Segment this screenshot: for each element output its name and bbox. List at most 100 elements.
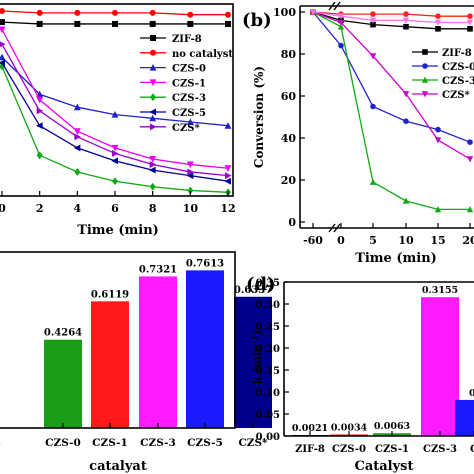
- panel-d-y-axis-label-end: ): [251, 330, 264, 335]
- panel-b-data-point: [337, 19, 345, 26]
- panel-b-y-tick-label: 40: [281, 132, 297, 145]
- panel-b-series-line: [312, 11, 471, 160]
- panel-a-data-point: [149, 20, 156, 27]
- panel-b-legend-marker: [422, 63, 428, 69]
- panel-b-y-axis-label: Conversion (%): [252, 66, 266, 168]
- panel-b-data-point: [402, 91, 410, 98]
- panel-a-legend-marker: [150, 123, 157, 131]
- panel-b-series-line: [312, 11, 470, 211]
- panel-b-data-point: [370, 11, 376, 17]
- panel-d-y-tick-label: 0.10: [256, 388, 280, 399]
- panel-a-data-point: [186, 161, 194, 169]
- panel-c-x-tick-label: CZS*: [238, 437, 268, 449]
- panel-d-bar-value-label: 0.0063: [374, 421, 410, 432]
- panel-d-x-tick-label: CZS-1: [375, 444, 409, 455]
- panel-b-legend-label: CZS*: [442, 90, 470, 101]
- panel-d-y-tick-label: 0.35: [256, 278, 280, 289]
- panel-a-data-point: [149, 114, 157, 122]
- panel-a-data-point: [187, 20, 194, 27]
- panel-b-legend-label: CZS-3: [442, 76, 474, 87]
- panel-a-data-point: [187, 186, 194, 195]
- panel-b-x-tick-label: 5: [369, 234, 377, 247]
- panel-a-data-point: [0, 26, 6, 34]
- panel-b-x-tick-label: 10: [398, 234, 414, 247]
- panel-a-x-tick-label: 10: [183, 202, 199, 215]
- panel-b-x-tick-label: 15: [430, 234, 445, 247]
- panel-b-y-tick-label: 60: [281, 90, 297, 103]
- panel-d-y-tick-label: 0.25: [256, 322, 280, 333]
- panel-b-legend-label: CZS-0: [442, 62, 474, 73]
- panel-d-bar: [421, 297, 459, 436]
- panel-a-data-point: [225, 20, 231, 27]
- panel-a-data-point: [186, 118, 194, 125]
- panel-a-data-point: [149, 161, 157, 168]
- panel-b-legend-label: ZIF-8: [442, 48, 472, 59]
- panel-a-data-point: [149, 166, 156, 174]
- panel-a-data-point: [187, 168, 194, 176]
- panel-a-legend-marker: [149, 108, 156, 116]
- panel-b-data-point: [370, 21, 376, 28]
- panel-b-y-ticks: 0 20 40 60 80 100: [273, 6, 305, 229]
- panel-b-data-point: [466, 156, 474, 163]
- panel-d-x-tick-label: CZS-3: [423, 444, 457, 455]
- panel-b-data-point: [434, 137, 442, 144]
- panel-a-legend-marker: [150, 49, 156, 56]
- panel-c-x-tick-label: CZS-5: [187, 437, 223, 449]
- panel-b-data-point: [434, 206, 442, 213]
- panel-b-data-point: [403, 11, 409, 17]
- panel-c-plot-area: 0.4264 0.6119 0.7321 0.7613 0.6337: [44, 258, 272, 428]
- panel-b-data-point: [467, 13, 473, 19]
- panel-a-data-point: [225, 11, 231, 18]
- panel-b: (b) Conversion (%) 0 20 40 60 80 100 -60 0 5 10 1…: [242, 1, 474, 266]
- panel-a-data-point: [0, 8, 5, 14]
- panel-a: 0 2 4 6 8 10 12 Time (min) ZIF-8 no catalyst CZS…: [0, 3, 236, 238]
- panel-a-data-point: [111, 157, 118, 165]
- panel-a-legend-marker: [150, 35, 156, 41]
- panel-a-legend-label: CZS-1: [172, 78, 206, 89]
- panel-c-bar-value-label: 0.7321: [139, 264, 177, 275]
- panel-a-x-tick-label: 0: [0, 202, 6, 215]
- panel-b-plot-area: [309, 8, 474, 213]
- panel-b-data-point: [466, 19, 474, 26]
- panel-b-data-point: [435, 13, 441, 19]
- panel-b-y-tick-label: 0: [288, 216, 296, 229]
- panel-b-legend-marker: [421, 91, 429, 98]
- panel-a-legend-label: CZS-3: [172, 93, 206, 104]
- panel-d-x-ticks: ZIF-8 CZS-0 CZS-1 CZS-3 C: [295, 431, 474, 455]
- panel-b-data-point: [402, 17, 410, 24]
- panel-a-legend-marker: [149, 64, 157, 71]
- panel-c-bar-value-label: 0.6119: [91, 289, 129, 300]
- panel-a-data-point: [36, 96, 44, 104]
- panel-a-data-point: [149, 156, 157, 163]
- panel-a-data-point: [111, 144, 119, 152]
- panel-d-y-axis-label-sup: -1: [249, 335, 259, 344]
- panel-a-data-point: [36, 9, 43, 16]
- panel-d-y-tick-label: 0.30: [256, 300, 280, 311]
- panel-b-data-point: [370, 103, 376, 110]
- panel-c-bar: [91, 301, 129, 428]
- panel-d-y-ticks: 0.00 0.05 0.10 0.15 0.20 0.25 0.30 0.35: [256, 278, 289, 443]
- panel-d-x-axis-label: Catalyst: [354, 459, 413, 474]
- panel-b-data-point: [435, 126, 441, 133]
- panel-a-data-point: [74, 133, 81, 141]
- panel-b-y-tick-label: 80: [281, 48, 297, 61]
- panel-a-legend-label: CZS*: [172, 123, 200, 134]
- panel-a-x-tick-label: 2: [36, 202, 44, 215]
- panel-a-data-point: [74, 9, 81, 16]
- panel-a-data-point: [224, 177, 231, 185]
- panel-d-y-axis-label: k (min-1): [249, 330, 264, 385]
- panel-a-data-point: [0, 53, 6, 61]
- panel-a-legend-label: CZS-5: [172, 108, 206, 119]
- panel-a-data-point: [0, 19, 5, 26]
- panel-a-data-point: [225, 172, 232, 180]
- panel-b-legend-marker: [422, 49, 428, 55]
- panel-a-data-point: [112, 177, 118, 186]
- panel-c-bar: [234, 296, 272, 428]
- panel-a-data-point: [112, 20, 118, 27]
- panel-c-frame: [0, 251, 236, 429]
- panel-c-bar: [44, 339, 82, 428]
- panel-a-data-point: [224, 165, 232, 172]
- panel-b-series-line: [312, 11, 470, 30]
- panel-b-x-tick-label: 0: [337, 234, 345, 247]
